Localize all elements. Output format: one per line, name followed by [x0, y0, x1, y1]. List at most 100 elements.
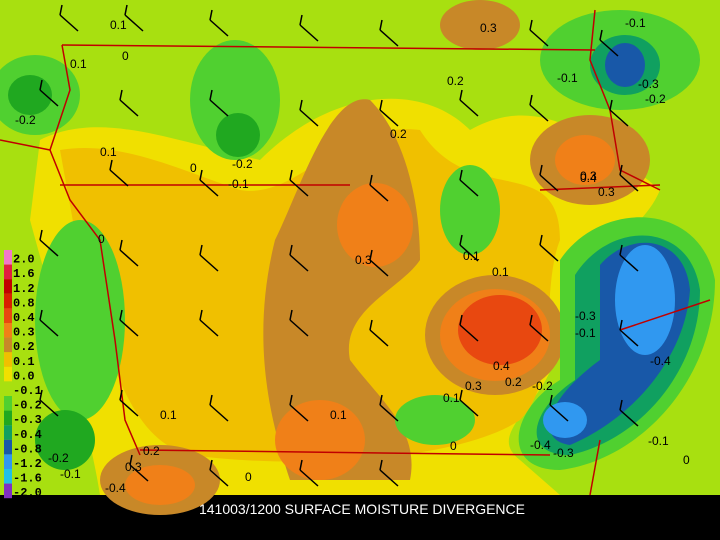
contour-label: -0.3 — [553, 446, 574, 460]
wind-barb-flag — [39, 309, 43, 321]
wind-barb-flag — [529, 314, 533, 326]
wind-barb-flag — [379, 99, 383, 111]
legend-swatch — [4, 293, 12, 309]
contour-label: -0.3 — [575, 309, 596, 323]
wind-barb — [299, 469, 319, 487]
wind-barb — [119, 399, 139, 417]
wind-barb-flag — [539, 164, 543, 176]
legend-swatch — [4, 264, 12, 280]
wind-barb-flag — [289, 309, 293, 321]
contour-label: -0.4 — [530, 438, 551, 452]
wind-barb — [39, 239, 59, 257]
wind-barb — [209, 19, 229, 37]
legend-label: 0.1 — [13, 355, 35, 369]
wind-barb-flag — [379, 394, 383, 406]
wind-barb — [379, 469, 399, 487]
contour-label: 0.1 — [463, 249, 480, 263]
wind-barb — [459, 324, 479, 342]
legend-swatch — [4, 439, 12, 455]
wind-barb-flag — [299, 14, 303, 26]
contour-label: 0.1 — [160, 408, 177, 422]
contour-labels: 0.1 0 0.1 -0.2 0.1 0 -0.2 -0.1 0.2 0.3 0… — [15, 16, 690, 495]
legend-label: 0.8 — [13, 296, 35, 310]
wind-barb-flag — [619, 244, 623, 256]
contour-label: 0.1 — [100, 145, 117, 159]
legend-label: -0.1 — [13, 384, 42, 398]
legend-label: -2.0 — [13, 486, 42, 500]
wind-barb-flag — [619, 399, 623, 411]
contour-label: 0 — [245, 470, 252, 484]
wind-barb — [289, 254, 309, 272]
wind-barb — [119, 319, 139, 337]
contour-label: -0.1 — [557, 71, 578, 85]
wind-barb — [119, 99, 139, 117]
contour-label: -0.1 — [625, 16, 646, 30]
legend-label: -0.2 — [13, 399, 42, 413]
legend-label: 0.3 — [13, 326, 35, 340]
wind-barb — [459, 179, 479, 197]
wind-barb-flag — [199, 309, 203, 321]
legend-label: 1.2 — [13, 282, 35, 296]
wind-barb-flag — [119, 89, 123, 101]
contour-label: -0.3 — [638, 77, 659, 91]
wind-barb — [379, 404, 399, 422]
wind-barb-flag — [369, 319, 373, 331]
wind-barb — [529, 29, 549, 47]
legend-label: -0.8 — [13, 442, 42, 456]
legend-swatch — [4, 454, 12, 469]
legend-swatch — [4, 381, 12, 396]
legend-swatch — [4, 483, 12, 499]
wind-barb — [209, 404, 229, 422]
legend-swatch — [4, 308, 12, 323]
legend-swatch — [4, 410, 12, 426]
wind-barb-flag — [119, 239, 123, 251]
wind-barb-flag — [39, 79, 43, 91]
wind-barb — [199, 319, 219, 337]
wind-barb — [289, 319, 309, 337]
legend-swatch — [4, 337, 12, 353]
contour-label: 0.3 — [480, 21, 497, 35]
legend-label: 0.0 — [13, 369, 35, 383]
contour-label: 0.2 — [447, 74, 464, 88]
wind-barb-flag — [289, 169, 293, 181]
contour-label: 0 — [98, 232, 105, 246]
wind-barb-flag — [459, 389, 463, 401]
wind-barb — [119, 249, 139, 267]
legend-swatch — [4, 396, 12, 411]
wind-barb-flag — [549, 394, 553, 406]
wind-barb-flag — [379, 459, 383, 471]
wind-barb — [369, 329, 389, 347]
wind-barb-flag — [529, 19, 533, 31]
wind-barb — [529, 324, 549, 342]
legend-label: 0.4 — [13, 311, 35, 325]
wind-barb — [289, 404, 309, 422]
wind-barb — [59, 14, 79, 32]
legend-label: -1.6 — [13, 472, 42, 486]
contour-label: -0.1 — [648, 434, 669, 448]
contour-label: 0.1 — [492, 265, 509, 279]
wind-barb-flag — [459, 314, 463, 326]
contour-label: 0.3 — [125, 460, 142, 474]
wind-barb — [369, 259, 389, 277]
wind-barb — [39, 319, 59, 337]
contour-label: 0.4 — [493, 359, 510, 373]
wind-barb — [379, 109, 399, 127]
contour-label: -0.4 — [650, 354, 671, 368]
contour-label: 0.1 — [330, 408, 347, 422]
wind-barb — [379, 29, 399, 47]
wind-barb-flag — [39, 229, 43, 241]
contour-label: -0.1 — [228, 177, 249, 191]
color-legend: 2.01.61.20.80.40.30.20.10.0-0.1-0.2-0.3-… — [4, 250, 42, 500]
wind-barb-flag — [209, 89, 213, 101]
wind-barb-flag — [209, 394, 213, 406]
wind-barb-flag — [539, 234, 543, 246]
contour-label: 0.2 — [390, 127, 407, 141]
wind-barb — [209, 99, 229, 117]
wind-barb-flag — [299, 459, 303, 471]
contour-label: -0.1 — [60, 467, 81, 481]
legend-label: -0.3 — [13, 413, 42, 427]
contour-label: -0.2 — [645, 92, 666, 106]
wind-barb — [129, 464, 149, 482]
wind-barb-flag — [459, 234, 463, 246]
contour-label: 0.1 — [70, 57, 87, 71]
